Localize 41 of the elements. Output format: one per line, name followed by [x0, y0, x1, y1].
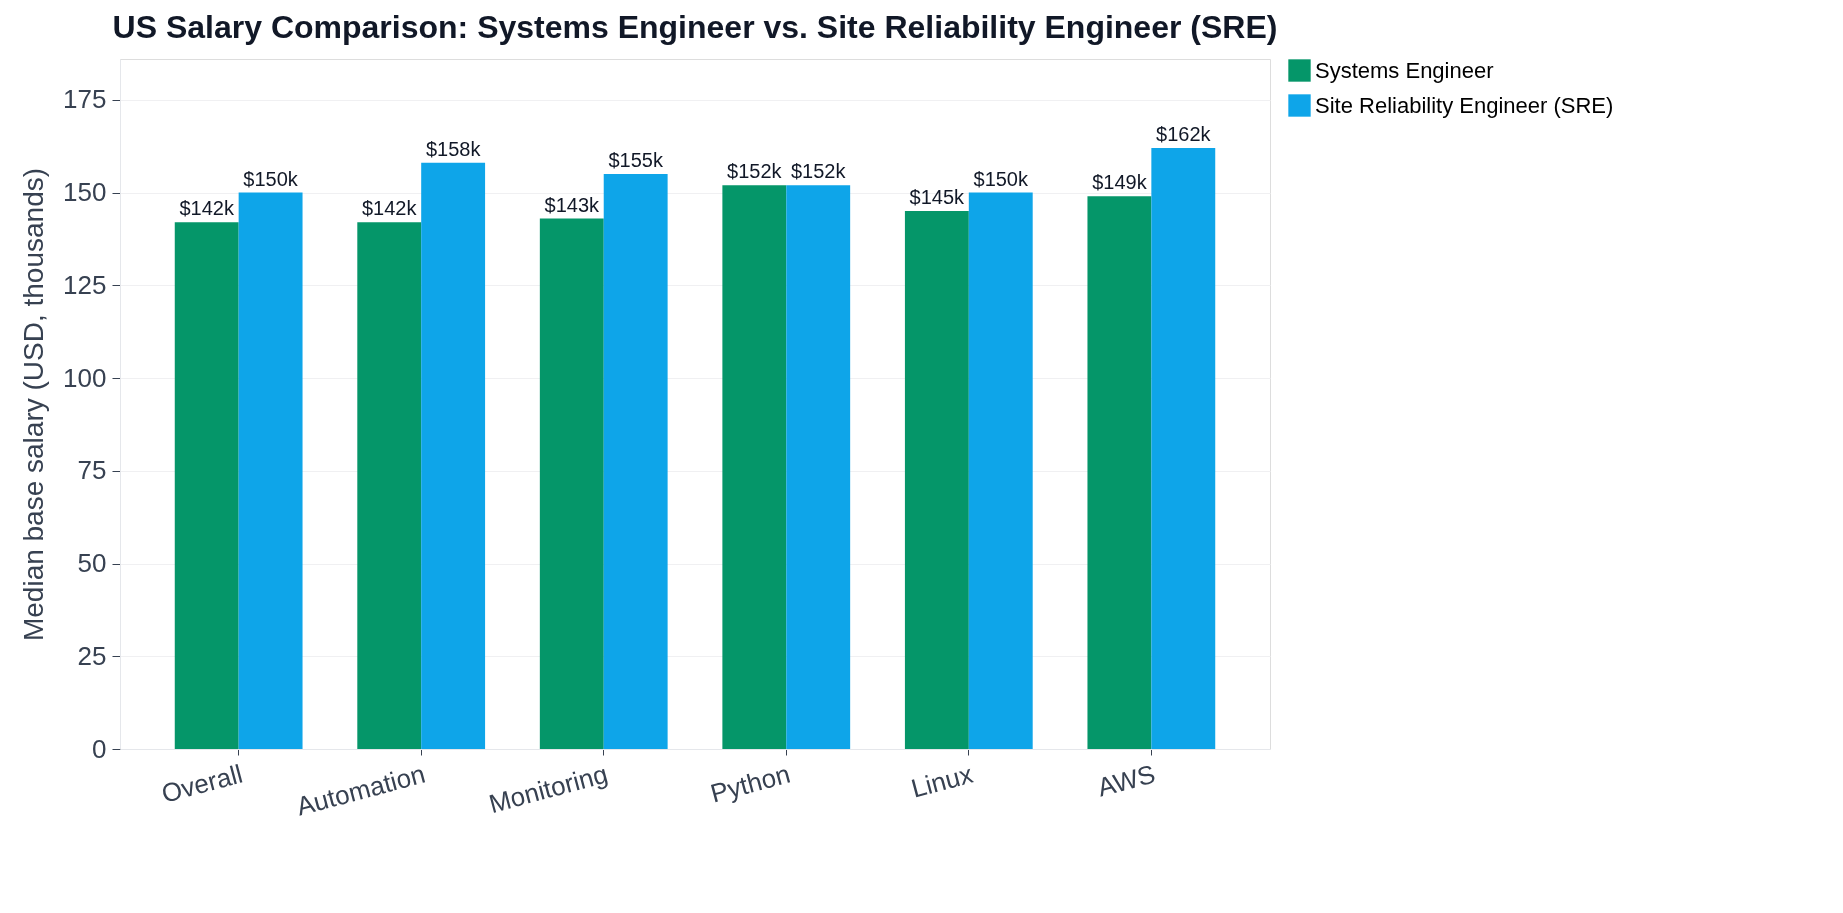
- data-label: $142k: [362, 197, 418, 220]
- y-tick-label: 50: [77, 548, 107, 579]
- data-label: $150k: [243, 167, 299, 190]
- x-tick-label: Overall: [158, 758, 246, 809]
- y-tick-label: 175: [63, 84, 107, 115]
- bar: [1151, 148, 1216, 749]
- data-label: $152k: [790, 160, 847, 183]
- chart-title: US Salary Comparison: Systems Engineer vs. Site Reliability Engineer (SRE): [112, 9, 1278, 45]
- data-label: $145k: [909, 186, 966, 209]
- legend-label: Site Reliability Engineer (SRE): [1315, 92, 1614, 118]
- bar: [421, 162, 486, 749]
- y-tick-label: 100: [63, 362, 107, 393]
- bar: [174, 222, 239, 749]
- x-tick-label: Monitoring: [485, 758, 611, 819]
- x-tick-label: Python: [707, 758, 794, 809]
- y-tick-label: 150: [63, 177, 107, 208]
- y-tick-label: 125: [63, 269, 107, 300]
- x-tick-label: AWS: [1094, 758, 1159, 803]
- legend-label: Systems Engineer: [1315, 57, 1494, 83]
- bar: [603, 174, 668, 749]
- data-label: $150k: [973, 167, 1029, 190]
- y-axis-title: Median base salary (USD, thousands): [18, 167, 50, 642]
- data-label: $162k: [1156, 123, 1212, 146]
- data-label: $149k: [1092, 171, 1148, 194]
- data-label: $155k: [608, 149, 664, 171]
- bar: [238, 192, 303, 749]
- bar: [1087, 196, 1152, 749]
- y-tick-label: 0: [92, 733, 107, 764]
- data-label: $158k: [425, 137, 482, 160]
- data-label: $143k: [544, 193, 601, 216]
- data-label: $152k: [727, 160, 783, 183]
- bar: [904, 211, 969, 749]
- bar: [722, 185, 787, 749]
- bar: [539, 218, 604, 749]
- bar: [357, 222, 422, 749]
- y-tick-label: 75: [77, 455, 107, 486]
- y-tick-label: 25: [77, 640, 107, 671]
- bar: [968, 192, 1033, 749]
- x-tick-label: Linux: [907, 758, 976, 804]
- data-label: $142k: [179, 197, 235, 220]
- bar: [786, 185, 851, 749]
